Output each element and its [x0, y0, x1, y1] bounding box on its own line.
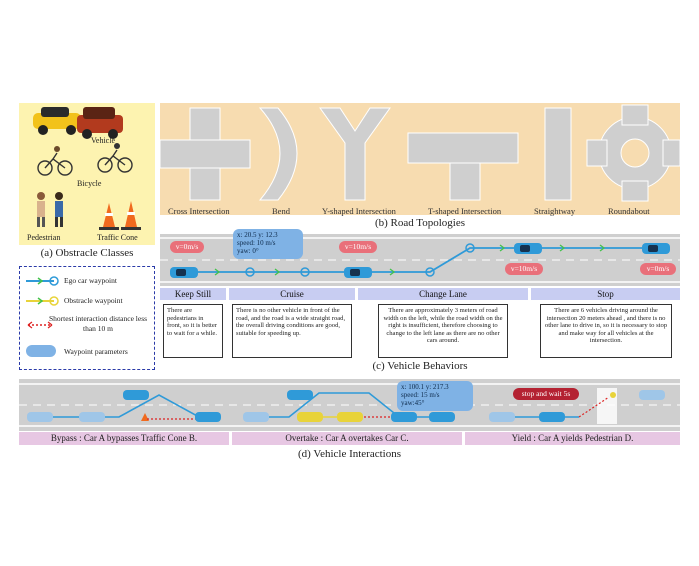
topology-label-cross: Cross Intersection [168, 206, 230, 216]
traffic-cone-icon [99, 201, 141, 230]
behavior-header-cruise: Cruise [229, 288, 355, 300]
overtake-params-line2: speed: 15 m/s [401, 391, 440, 399]
behavior-desc-cruise: There is no other vehicle in front of th… [232, 304, 352, 358]
interaction-label-overtake: Overtake : Car A overtakes Car C. [232, 432, 462, 445]
waypoint-parameters-legend-icon [26, 345, 56, 357]
interactions-drawing [19, 383, 680, 427]
obstacle-waypoint-legend-icon [26, 296, 59, 306]
behavior-header-change-lane: Change Lane [358, 288, 528, 300]
legend-interaction-distance: Shortest interaction distance less than … [48, 314, 148, 333]
behavior-desc-stop: There are 6 vehicles driving around the … [540, 304, 672, 358]
obstacle-classes-caption: (a) Obstracle Classes [40, 247, 134, 259]
speed-tag-change-lane-end: v=10m/s [505, 263, 543, 275]
cruise-params-line3: yaw: 0° [237, 247, 259, 255]
topology-label-bend: Bend [272, 206, 290, 216]
bicycle-icon [37, 143, 133, 176]
behaviors-caption: (c) Vehicle Behaviors [372, 360, 468, 372]
behavior-header-stop: Stop [531, 288, 680, 300]
road-topologies-drawing [159, 104, 681, 202]
interaction-label-yield: Yield : Car A yields Pedestrian D. [465, 432, 680, 445]
cruise-params-line1: x: 20.5 y: 12.3 [237, 231, 278, 239]
obstacle-label-pedestrian: Pedestrian [27, 233, 61, 242]
legend-ego-waypoint: Ego car waypoint [64, 276, 117, 285]
speed-tag-stop: v=0m/s [640, 263, 676, 275]
obstacle-illustrations [33, 107, 141, 230]
ego-waypoint-legend-icon [26, 276, 59, 286]
interaction-label-bypass: Bypass : Car A bypasses Traffic Cone B. [19, 432, 229, 445]
obstacle-classes-panel: Vehicle Bicycle Pedestrian Traffic Cone [19, 103, 155, 245]
overtake-params-line3: yaw:45° [401, 399, 425, 407]
cruise-params-line2: speed: 10 m/s [237, 239, 276, 247]
yield-stop-tag: stop and wait 5s [513, 388, 579, 400]
overtake-waypoint-parameters: x: 100.1 y: 217.3 speed: 15 m/s yaw:45° [397, 381, 473, 411]
legend-symbols [26, 276, 59, 357]
obstacle-label-traffic-cone: Traffic Cone [97, 233, 138, 242]
pedestrian-icon [37, 192, 63, 227]
behavior-desc-keep-still: There are pedestrians in front, so it is… [163, 304, 223, 358]
interactions-road [19, 379, 680, 431]
topology-label-straightway: Straightway [534, 206, 576, 216]
suv-icon [77, 107, 123, 139]
speed-tag-keep-still: v=0m/s [170, 241, 204, 253]
overtake-params-line1: x: 100.1 y: 217.3 [401, 383, 449, 391]
topology-label-y-shaped: Y-shaped Intersection [322, 206, 396, 216]
legend-waypoint-parameters: Waypoint parameters [64, 347, 128, 356]
behavior-desc-change-lane: There are approximately 3 meters of road… [378, 304, 508, 358]
obstacle-label-vehicle: Vehicle [91, 136, 115, 145]
interactions-caption: (d) Vehicle Interactions [297, 448, 402, 460]
legend-box: Ego car waypoint Obstracle waypoint Shor… [19, 266, 155, 370]
obstacle-label-bicycle: Bicycle [77, 179, 102, 188]
ego-car-icon [170, 243, 670, 278]
topology-label-t-shaped: T-shaped Intersection [428, 206, 502, 216]
cruise-waypoint-parameters: x: 20.5 y: 12.3 speed: 10 m/s yaw: 0° [233, 229, 303, 259]
legend-obstacle-waypoint: Obstracle waypoint [64, 296, 123, 305]
behaviors-drawing [160, 237, 680, 283]
speed-tag-change-lane-start: v=10m/s [339, 241, 377, 253]
behavior-header-keep-still: Keep Still [160, 288, 226, 300]
road-topologies-panel: Cross Intersection Bend Y-shaped Interse… [159, 103, 681, 216]
interaction-distance-legend-icon [27, 321, 53, 329]
taxi-icon [33, 107, 81, 135]
road-topologies-caption: (b) Road Topologies [374, 217, 466, 229]
interaction-car-icons [27, 390, 665, 422]
topology-label-roundabout: Roundabout [608, 206, 650, 216]
